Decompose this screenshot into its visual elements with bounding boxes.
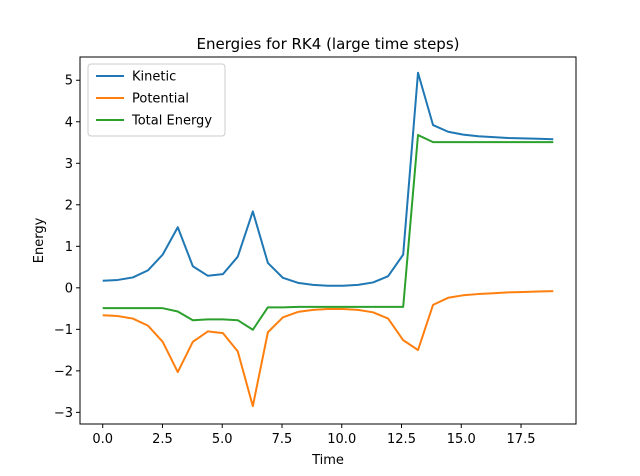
y-tick-label: 0: [65, 281, 73, 296]
series-line-kinetic: [102, 71, 554, 287]
y-tick-label: 1: [65, 240, 73, 255]
plot-frame: [79, 56, 577, 425]
y-tick-label: −2: [54, 364, 73, 379]
x-tick-label: 10.0: [327, 432, 356, 447]
x-tick-label: 12.5: [387, 432, 416, 447]
y-tick-label: 5: [65, 74, 73, 89]
y-tick-label: 4: [65, 115, 73, 130]
x-axis-ticks: 0.0 2.5 5.0 7.5 10.0 12.5 15.0 17.5: [92, 424, 535, 447]
series-line-potential: [102, 290, 554, 408]
y-tick-label: −3: [54, 406, 73, 421]
legend-label-potential: Potential: [132, 92, 189, 107]
x-tick-label: 0.0: [92, 432, 113, 447]
y-tick-label: −1: [54, 323, 73, 338]
series-line-total-energy: [102, 134, 554, 331]
legend-label-total-energy: Total Energy: [131, 114, 212, 129]
x-tick-label: 7.5: [272, 432, 293, 447]
y-tick-label: 3: [65, 157, 73, 172]
y-axis-ticks: −3 −2 −1 0 1 2 3 4 5: [54, 74, 80, 421]
x-axis-label: Time: [311, 453, 344, 468]
x-tick-label: 5.0: [212, 432, 233, 447]
x-tick-label: 17.5: [507, 432, 536, 447]
x-tick-label: 2.5: [152, 432, 173, 447]
legend: Kinetic Potential Total Energy: [87, 63, 226, 137]
y-tick-label: 2: [65, 198, 73, 213]
y-axis-label: Energy: [32, 217, 47, 263]
series-layer: [102, 71, 554, 408]
legend-box: [87, 63, 226, 137]
chart-title: Energies for RK4 (large time steps): [197, 35, 460, 53]
legend-label-kinetic: Kinetic: [132, 70, 176, 85]
x-tick-label: 15.0: [447, 432, 476, 447]
